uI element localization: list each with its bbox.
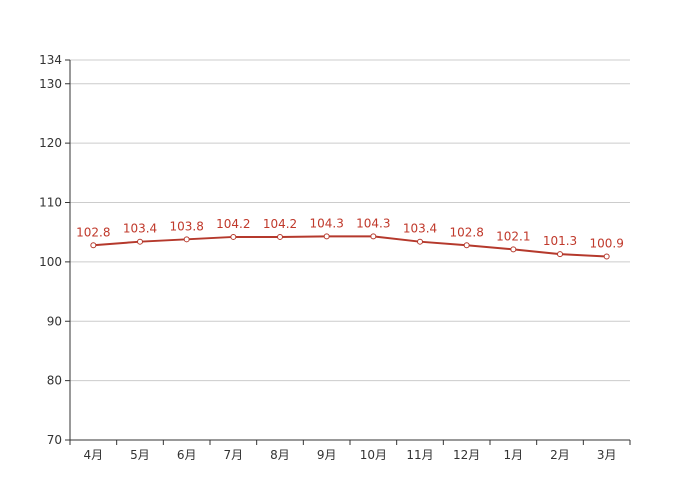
y-tick-label: 134 xyxy=(39,53,62,67)
data-label: 103.4 xyxy=(403,222,437,236)
data-point xyxy=(90,242,97,249)
data-point xyxy=(370,233,377,240)
data-point xyxy=(510,246,517,253)
data-label: 100.9 xyxy=(589,237,623,251)
x-tick-label: 8月 xyxy=(270,448,290,462)
data-point xyxy=(137,238,143,245)
data-label: 103.8 xyxy=(169,219,203,233)
y-tick-label: 80 xyxy=(47,374,62,388)
data-label: 102.1 xyxy=(496,229,530,243)
data-label: 104.3 xyxy=(309,216,343,230)
x-tick-label: 6月 xyxy=(177,448,197,462)
x-tick-label: 1月 xyxy=(504,448,524,462)
data-label: 101.3 xyxy=(543,234,577,248)
x-tick-label: 10月 xyxy=(360,448,387,462)
data-point xyxy=(603,253,610,260)
y-tick-label: 120 xyxy=(39,136,62,150)
x-tick-label: 4月 xyxy=(84,448,104,462)
data-point xyxy=(557,251,563,258)
x-tick-label: 7月 xyxy=(224,448,244,462)
y-tick-label: 100 xyxy=(39,255,62,269)
data-point xyxy=(230,233,237,240)
data-point xyxy=(417,238,423,245)
x-tick-label: 9月 xyxy=(317,448,337,462)
data-point xyxy=(183,236,190,243)
x-tick-label: 5月 xyxy=(130,448,150,462)
y-tick-label: 90 xyxy=(47,314,62,328)
data-label: 104.3 xyxy=(356,216,390,230)
x-tick-label: 2月 xyxy=(550,448,570,462)
data-label: 104.2 xyxy=(263,217,297,231)
data-label: 103.4 xyxy=(123,222,157,236)
data-label: 102.8 xyxy=(76,225,110,239)
x-tick-label: 11月 xyxy=(406,448,433,462)
y-tick-label: 70 xyxy=(47,433,62,447)
data-point xyxy=(463,242,470,249)
data-label: 102.8 xyxy=(449,225,483,239)
data-label: 104.2 xyxy=(216,217,250,231)
data-point xyxy=(277,233,283,240)
x-tick-label: 3月 xyxy=(597,448,617,462)
data-point xyxy=(323,233,330,240)
y-tick-label: 130 xyxy=(39,77,62,91)
x-tick-label: 12月 xyxy=(453,448,480,462)
y-tick-label: 110 xyxy=(39,196,62,210)
series-line xyxy=(93,235,607,258)
